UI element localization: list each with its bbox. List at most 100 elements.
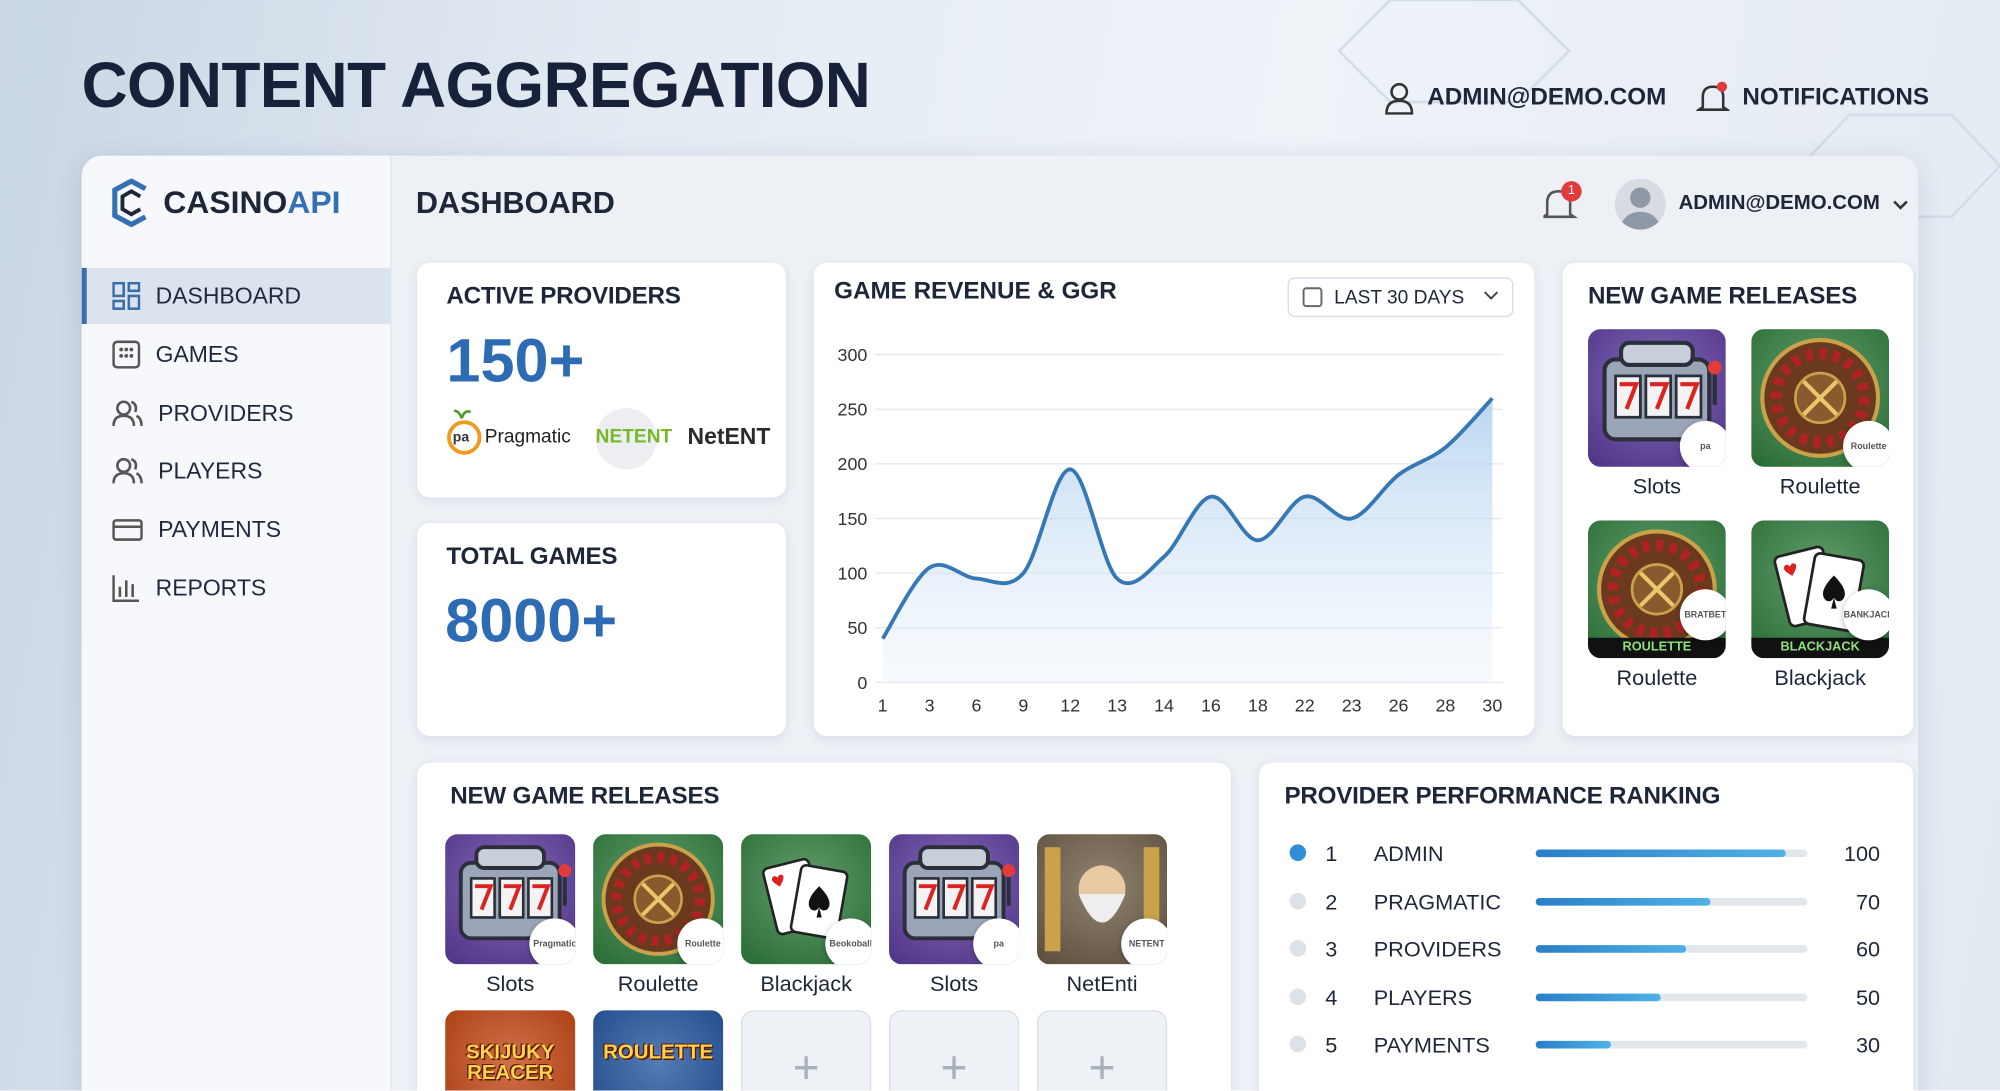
tile-image: Beokoball: [741, 834, 872, 965]
rank-value: 50: [1855, 985, 1881, 1010]
add-game-placeholder[interactable]: +: [741, 1010, 872, 1091]
date-filter[interactable]: [1287, 277, 1514, 317]
game-tile[interactable]: ROULETTE BRATBET Roulette: [1588, 520, 1726, 691]
nav-item[interactable]: DASHBOARD: [81, 267, 391, 324]
reel-seven: [918, 884, 938, 911]
nav-item[interactable]: PROVIDERS: [82, 385, 391, 441]
nav-label: DASHBOARD: [155, 282, 302, 309]
rank-dot: [1289, 844, 1307, 861]
nav-item[interactable]: PAYMENTS: [82, 501, 391, 557]
logo-backdrop: [595, 408, 657, 470]
tile-label: Roulette: [617, 971, 699, 997]
bar: [1535, 849, 1786, 858]
active-providers-value: 150+: [446, 327, 585, 396]
provider-badge: BANKJACK: [1843, 589, 1890, 641]
pragmatic-mark: pa: [452, 429, 470, 446]
pragmatic-logo: [447, 409, 482, 455]
topbar-user[interactable]: ADMIN@DEMO.COM: [1679, 193, 1908, 216]
tile-image: NETENT: [1036, 834, 1168, 965]
rank-value: 70: [1855, 889, 1881, 914]
bar: [1535, 992, 1661, 1001]
total-games-value: 8000+: [445, 588, 618, 656]
tile-label: Roulette: [1779, 474, 1861, 499]
tile-image: pa: [1588, 329, 1726, 467]
rank-dot: [1289, 1035, 1307, 1053]
tile-art: [458, 845, 572, 941]
x-tick-label: 22: [1295, 696, 1315, 716]
x-tick-label: 23: [1342, 696, 1362, 716]
tile-svg: [458, 845, 572, 941]
nav-label: PAYMENTS: [158, 515, 282, 542]
nav-item[interactable]: PLAYERS: [82, 443, 391, 499]
logo: NetENT: [687, 423, 771, 449]
tile-label: Slots: [486, 971, 535, 997]
lever-knob: [558, 864, 572, 878]
revenue-chart: GAME REVENUE & GGR LAST 30 DAYS 0 50 100 15…: [834, 277, 1514, 716]
tile-image: BLACKJACK BANKJACK: [1751, 520, 1890, 659]
add-game-placeholder[interactable]: +: [1036, 1010, 1168, 1091]
nav-icon: [112, 400, 143, 427]
y-tick-label: 50: [847, 618, 867, 638]
tile-svg: [1760, 338, 1881, 458]
revenue-chart-card: GAME REVENUE & GGR LAST 30 DAYS 0 50 100 15…: [813, 262, 1535, 736]
provider-name: PRAGMATIC: [1373, 889, 1502, 914]
wheel-pockets: [1770, 348, 1870, 448]
rank-value: 100: [1843, 841, 1881, 867]
topbar-title: DASHBOARD: [415, 186, 615, 221]
slot-top: [474, 845, 546, 870]
game-tile[interactable]: Beokoball Blackjack: [741, 834, 872, 997]
nav-item[interactable]: GAMES: [82, 327, 391, 383]
nav-item[interactable]: REPORTS: [82, 560, 391, 616]
reel-seven: [532, 884, 551, 911]
spade: [1822, 575, 1845, 609]
tile-image: Roulette: [593, 834, 724, 965]
rank-number: 4: [1325, 985, 1338, 1010]
header-user[interactable]: ADMIN@DEMO.COM: [1384, 82, 1666, 115]
reel-seven: [1680, 382, 1700, 410]
rank-dot: [1289, 940, 1307, 957]
brand: CASINO API: [110, 178, 341, 228]
active-providers-card: ACTIVE PROVIDERS 150+ pa Pragmatic NETEN…: [417, 262, 786, 498]
y-tick-label: 100: [838, 564, 868, 584]
header-notifications[interactable]: NOTIFICATIONS: [1696, 81, 1929, 115]
provider-name: PROVIDERS: [1373, 937, 1502, 962]
game-tile[interactable]: pa Slots: [889, 834, 1020, 997]
card-title: PROVIDER PERFORMANCE RANKING: [1284, 783, 1721, 810]
avatar[interactable]: [1614, 178, 1666, 230]
provider-badge: NETENT: [1121, 918, 1168, 965]
provider-badge: BRATBET: [1679, 589, 1726, 641]
line: [881, 396, 1494, 640]
tile-label: Blackjack: [760, 971, 852, 997]
provider-badge: Beokoball: [825, 918, 872, 965]
x-tick-label: 1: [878, 696, 888, 716]
game-tile[interactable]: Roulette Roulette: [593, 834, 724, 997]
nav-icon: [112, 281, 141, 310]
game-tile[interactable]: ROULETTE: [593, 1010, 724, 1091]
game-tile[interactable]: BLACKJACK BANKJACK Blackjack: [1751, 520, 1890, 691]
date-filter-label: LAST 30 DAYS: [1334, 288, 1464, 309]
topbar-bell[interactable]: 1: [1539, 181, 1582, 229]
dashboard-panel: CASINO API DASHBOARD GAMES PROVIDERS PLAY…: [81, 155, 1919, 1091]
game-tile[interactable]: Roulette Roulette: [1751, 329, 1890, 500]
tile-art: [762, 857, 849, 940]
game-tile[interactable]: NETENT NetEnti: [1036, 834, 1168, 997]
game-tile[interactable]: pa Slots: [1588, 329, 1726, 500]
tile-svg: [902, 845, 1016, 941]
lever-knob: [1707, 360, 1722, 375]
y-tick-label: 150: [838, 509, 868, 529]
reel-seven: [475, 884, 494, 911]
bar: [1535, 945, 1686, 953]
logo: NETENT: [595, 426, 673, 448]
rank-value: 30: [1855, 1033, 1881, 1058]
game-tile[interactable]: Pragmatic Slots: [445, 834, 576, 997]
tile-image: Roulette: [1751, 329, 1890, 467]
game-tile[interactable]: SKIJUKY REACER: [445, 1010, 576, 1091]
reel-seven: [503, 884, 523, 911]
topbar-user-text: ADMIN@DEMO.COM: [1678, 192, 1880, 215]
chart-title: GAME REVENUE & GGR: [834, 277, 1117, 304]
tile-art-text: ROULETTE: [603, 1042, 714, 1064]
add-game-placeholder[interactable]: +: [889, 1010, 1020, 1091]
tile-image: SKIJUKY REACER: [445, 1010, 576, 1091]
y-tick-label: 0: [857, 673, 867, 693]
